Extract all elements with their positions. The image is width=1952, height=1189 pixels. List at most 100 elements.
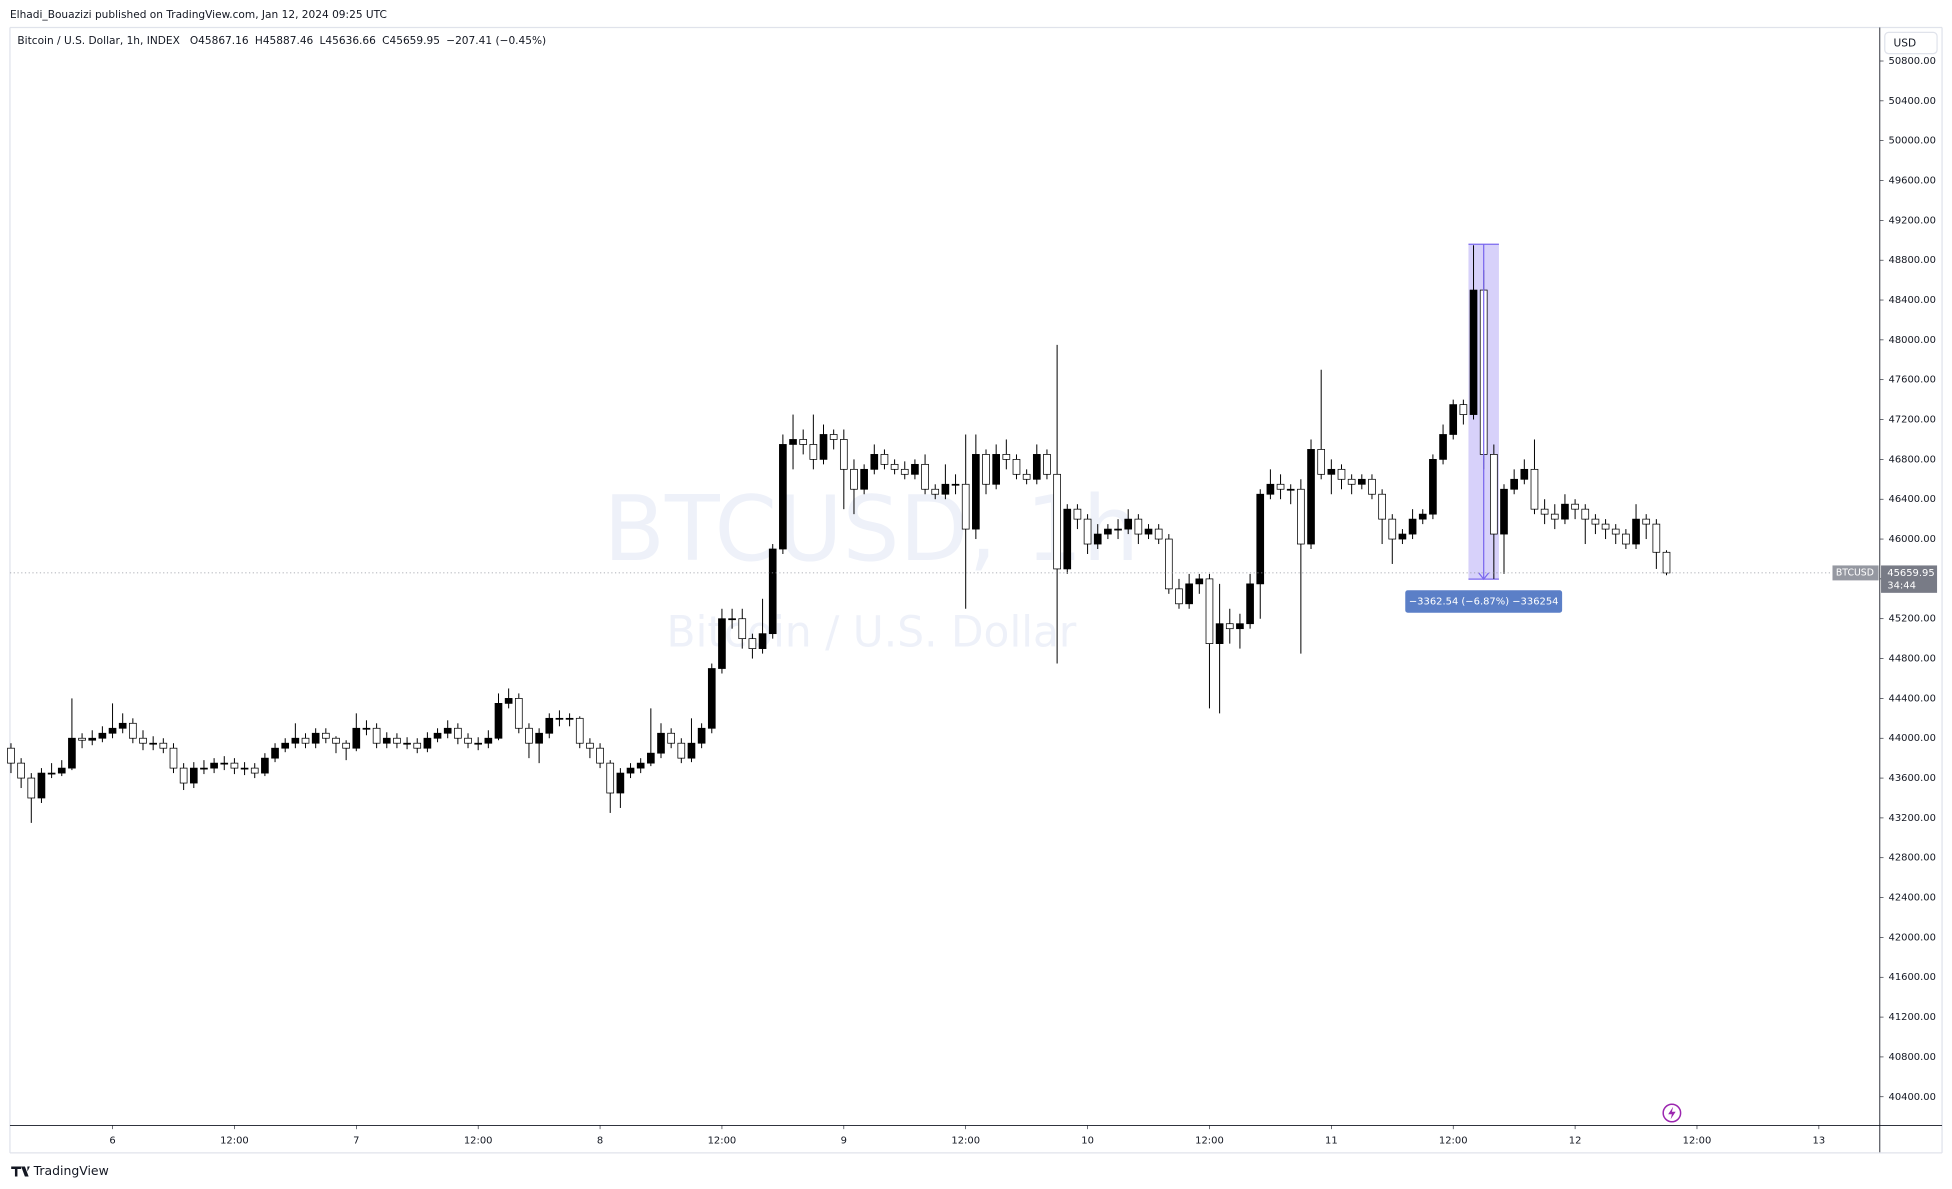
candle-body [1378, 493, 1386, 520]
candle-body [1611, 528, 1620, 535]
candle-body [129, 722, 137, 739]
candle-body [636, 762, 645, 769]
candle-body [1642, 518, 1651, 525]
x-tick-label: 12:00 [1195, 1135, 1224, 1146]
candle-body [1053, 473, 1061, 570]
y-tick-label: 48800.00 [1889, 255, 1936, 266]
y-tick-label: 45200.00 [1889, 614, 1936, 625]
currency[interactable]: USD [1893, 38, 1916, 50]
candle-body [860, 468, 868, 490]
candle-body [586, 742, 594, 749]
alert-icon[interactable] [1662, 1103, 1682, 1123]
candle-body [1073, 508, 1082, 520]
candle-body [433, 732, 442, 739]
candle-body [1083, 518, 1092, 545]
candle-body [647, 752, 655, 764]
candle-body [179, 767, 188, 784]
candle-body [525, 727, 533, 744]
candle-body [1246, 583, 1254, 625]
candle-body [789, 439, 797, 445]
candle-body [1195, 578, 1204, 585]
candle-body [1429, 459, 1437, 515]
x-tick-label: 10 [1081, 1135, 1094, 1146]
y-tick-label: 44800.00 [1889, 654, 1936, 665]
x-tick-label: 8 [597, 1135, 603, 1146]
candle-body [504, 698, 513, 704]
candle-body [982, 454, 990, 485]
candle-body [1500, 488, 1508, 535]
x-tick-label: 9 [841, 1135, 847, 1146]
candle-body [748, 638, 757, 649]
candle-body [1134, 518, 1143, 535]
alert-bolt [1668, 1106, 1676, 1120]
candle-body [1144, 528, 1153, 535]
candle-body [931, 488, 940, 495]
candle-body [758, 633, 767, 649]
currency-button[interactable] [1884, 31, 1938, 55]
candle-body [1622, 533, 1630, 545]
candle-body [626, 767, 635, 774]
candle-body [37, 772, 46, 799]
candle-body [1307, 449, 1315, 545]
candle-body [332, 737, 340, 744]
candle-body [992, 454, 1000, 485]
candle-body [911, 463, 919, 475]
y-tick-label: 42400.00 [1889, 893, 1936, 904]
measure-label-box [1405, 590, 1563, 613]
candle-body [393, 737, 401, 744]
candle-body [474, 742, 483, 745]
candle-body [707, 668, 716, 729]
x-tick-label: 12:00 [1439, 1135, 1468, 1146]
symbol-label: BTCUSD [1836, 567, 1874, 578]
candle-body [890, 463, 899, 470]
candle-body [454, 727, 462, 739]
candle-body [1439, 434, 1447, 460]
candle-body [799, 439, 808, 445]
candle-body [728, 618, 736, 621]
candle-body [403, 742, 411, 745]
candle-body [1398, 533, 1407, 540]
candle-body [545, 717, 554, 734]
candle-body [47, 772, 56, 775]
candle-body [677, 742, 686, 759]
candle-body [1540, 508, 1549, 515]
y-tick-label: 50400.00 [1889, 96, 1936, 107]
candle-body [1317, 449, 1326, 475]
candle-body [200, 767, 208, 770]
candle-body [779, 444, 787, 550]
candle-body [230, 762, 239, 769]
candle-body [464, 737, 472, 744]
y-tick-label: 46800.00 [1889, 454, 1936, 465]
x-tick-label: 13 [1813, 1135, 1826, 1146]
x-tick-label: 12:00 [951, 1135, 980, 1146]
candle-body [1632, 518, 1640, 545]
candle-body [1337, 468, 1346, 480]
candle-body [768, 548, 777, 635]
legend-value: −207.41 (−0.45%) [446, 35, 546, 47]
candle-body [1550, 513, 1559, 520]
candle-body [281, 742, 290, 749]
candle-body [271, 747, 279, 759]
candle-body [596, 747, 604, 764]
candle-body [606, 762, 615, 794]
candle-body [1266, 483, 1275, 495]
y-tick-label: 42800.00 [1889, 853, 1936, 864]
y-tick-label: 44000.00 [1889, 733, 1936, 744]
candle-body [1561, 503, 1569, 520]
candle-body [210, 762, 218, 769]
x-tick-label: 12:00 [464, 1135, 493, 1146]
y-tick-label: 47600.00 [1889, 375, 1936, 386]
candle-body [819, 434, 828, 460]
candle-body [972, 454, 980, 530]
y-tick-label: 47200.00 [1889, 415, 1936, 426]
candle-body [535, 732, 543, 744]
candle-body [1022, 473, 1031, 480]
candle-body [98, 732, 107, 739]
countdown: 34:44 [1887, 580, 1916, 591]
candle-body [1459, 404, 1468, 415]
candle-body [1205, 578, 1214, 644]
candle-body [1276, 483, 1285, 490]
candle-body [301, 737, 310, 744]
